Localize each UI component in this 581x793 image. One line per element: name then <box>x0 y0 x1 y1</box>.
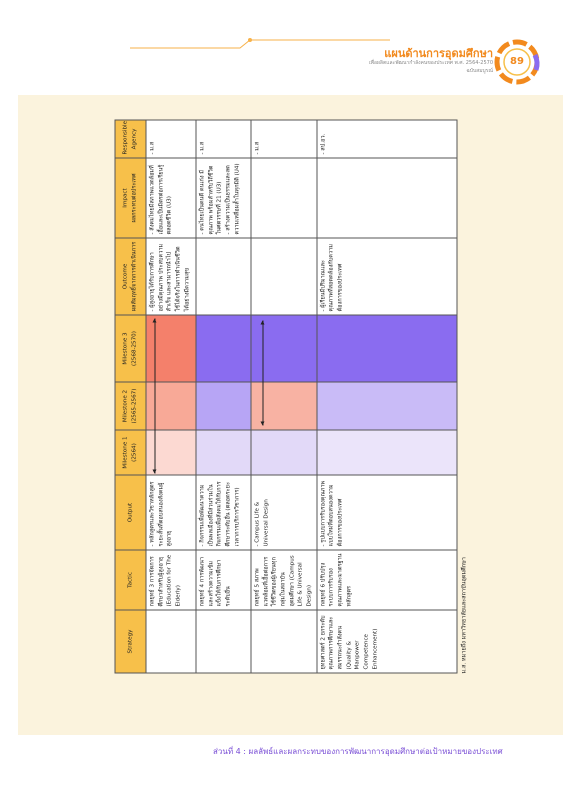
column-header: Milestone 1 (2564) <box>114 430 146 475</box>
column-header: Outcome ผลสัมฤทธิ์จากการดำเนินการ <box>114 238 146 315</box>
milestone-cell <box>316 315 457 382</box>
table-cell <box>316 158 457 238</box>
table-cell: ยุทธศาสตร์ 2 ยกระดับคุณภาพการศึกษาและสมร… <box>316 610 457 673</box>
table-cell: กลยุทธ์ 4 การพัฒนาและสร้างความเข้มแข็งให… <box>195 550 251 610</box>
timeline-arrow <box>154 318 155 474</box>
column-header: Tactic <box>114 550 146 610</box>
header-subtitle: เพื่อผลิตและพัฒนากำลังคนของประเทศ พ.ศ. 2… <box>368 60 493 66</box>
column-header: Responsible Agency <box>114 120 146 158</box>
table-cell <box>195 238 251 315</box>
milestone-cell <box>145 382 196 430</box>
table-cell: - สป.อว. <box>316 120 457 158</box>
table-cell: - Campus Life & Universal Design <box>250 475 317 550</box>
header-row: Strategy Tactic Output Milestone 1 (2564) Mi… <box>114 120 146 673</box>
table-cell: - ผู้เรียนมีปริมาณและคุณภาพที่สอดคล้องกั… <box>316 238 457 315</box>
page-number: 89 <box>510 56 524 67</box>
rotated-table-area: Strategy Tactic Output Milestone 1 (2564) Mi… <box>114 120 486 674</box>
table-row: กลยุทธ์ 4 การพัฒนาและสร้างความเข้มแข็งให… <box>195 120 251 673</box>
table-cell: กลยุทธ์ 5 สภาพแวดล้อมที่เอื้อต่อการใช้ชี… <box>250 550 317 610</box>
column-header: Impact ผลกระทบต่อประเทศ <box>114 158 146 238</box>
table-note: ม.ส. หมายถึง มหาวิทยาลัยและสถาบันอุดมศึก… <box>460 557 467 674</box>
header-title: แผนด้านการอุดมศึกษา <box>384 47 493 60</box>
milestone-cell <box>195 315 251 382</box>
table-cell <box>195 610 251 673</box>
plan-table: Strategy Tactic Output Milestone 1 (2564) Mi… <box>114 120 457 674</box>
table-cell: - ผู้สูงอายุได้รับการศึกษาอย่างมีคุณภาพ … <box>145 238 196 315</box>
column-header: Milestone 3 (2568-2570) <box>114 315 146 382</box>
milestone-cell <box>195 382 251 430</box>
table-row: กลยุทธ์ 3 การจัดการศึกษาสำหรับผู้สูงอายุ… <box>145 120 196 673</box>
table-cell: - ม.ส <box>195 120 251 158</box>
milestone-cell <box>250 430 317 475</box>
milestone-cell <box>250 315 317 382</box>
table-cell: - ม.ส <box>250 120 317 158</box>
table-cell: - กิจกรรมเพื่อพัฒนาความเป็นพลเมืองที่มีส… <box>195 475 251 550</box>
column-header: Strategy <box>114 610 146 673</box>
table-row: กลยุทธ์ 5 สภาพแวดล้อมที่เอื้อต่อการใช้ชี… <box>250 120 317 673</box>
milestone-cell <box>195 430 251 475</box>
header-edition: ฉบับสมบูรณ์ <box>466 68 493 74</box>
table-cell: - รูปแบบการรับรองคุณภาพแบบใหม่ที่ตอบสนอง… <box>316 475 457 550</box>
table-cell: - ม.ส <box>145 120 196 158</box>
table-cell <box>250 158 317 238</box>
table-cell: - สังคมไทยมีสภาพแวดล้อมที่เอื้อและเป็นมิ… <box>145 158 196 238</box>
header-decoration <box>130 38 540 85</box>
table-cell <box>250 610 317 673</box>
milestone-cell <box>316 382 457 430</box>
page-footer: ส่วนที่ 4 : ผลลัพธ์และผลกระทบของการพัฒนา… <box>213 747 503 756</box>
table-cell: กลยุทธ์ 3 การจัดการศึกษาสำหรับผู้สูงอายุ… <box>145 550 196 610</box>
milestone-cell <box>145 430 196 475</box>
table-cell: - คนไทยเป็นคนดี คนเก่ง มีคุณภาพ พร้อมสำห… <box>195 158 251 238</box>
table-cell: - หลักสูตรและวิชาหลักสูตรระยะสั้นที่ตอบส… <box>145 475 196 550</box>
milestone-cell <box>316 430 457 475</box>
timeline-arrow <box>262 320 263 426</box>
table-cell <box>250 238 317 315</box>
column-header: Output <box>114 475 146 550</box>
column-header: Milestone 2 (2565-2567) <box>114 382 146 430</box>
table-row: ยุทธศาสตร์ 2 ยกระดับคุณภาพการศึกษาและสมร… <box>316 120 457 673</box>
milestone-cell <box>145 315 196 382</box>
table-cell <box>145 610 196 673</box>
table-cell: กลยุทธ์ 6 ปรับปรุงระบบการรับรองคุณภาพและ… <box>316 550 457 610</box>
